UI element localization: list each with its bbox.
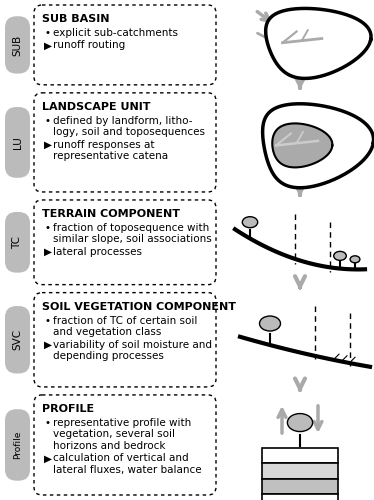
Polygon shape bbox=[266, 8, 371, 78]
Text: logy, soil and toposequences: logy, soil and toposequences bbox=[53, 128, 205, 138]
Bar bbox=[262, 448, 338, 464]
Text: ▶: ▶ bbox=[44, 340, 52, 349]
Text: fraction of TC of certain soil: fraction of TC of certain soil bbox=[53, 316, 197, 326]
Text: variability of soil moisture and: variability of soil moisture and bbox=[53, 340, 212, 349]
Bar bbox=[262, 479, 338, 494]
Text: •: • bbox=[44, 316, 50, 326]
Text: depending processes: depending processes bbox=[53, 351, 164, 361]
Text: TERRAIN COMPONENT: TERRAIN COMPONENT bbox=[42, 209, 180, 219]
Ellipse shape bbox=[350, 256, 360, 263]
Text: PROFILE: PROFILE bbox=[42, 404, 94, 414]
Text: •: • bbox=[44, 223, 50, 233]
FancyBboxPatch shape bbox=[34, 292, 216, 387]
Text: defined by landform, litho-: defined by landform, litho- bbox=[53, 116, 193, 126]
Ellipse shape bbox=[260, 316, 280, 331]
FancyBboxPatch shape bbox=[34, 5, 216, 85]
Ellipse shape bbox=[242, 216, 258, 228]
Polygon shape bbox=[272, 124, 332, 168]
FancyBboxPatch shape bbox=[34, 93, 216, 192]
Text: and vegetation class: and vegetation class bbox=[53, 327, 161, 337]
Text: lateral fluxes, water balance: lateral fluxes, water balance bbox=[53, 465, 202, 475]
Text: ▶: ▶ bbox=[44, 140, 52, 150]
Text: horizons and bedrock: horizons and bedrock bbox=[53, 441, 166, 451]
Text: LANDSCAPE UNIT: LANDSCAPE UNIT bbox=[42, 102, 150, 112]
Text: ▶: ▶ bbox=[44, 40, 52, 50]
Ellipse shape bbox=[334, 252, 346, 260]
Text: TC: TC bbox=[12, 236, 22, 249]
FancyBboxPatch shape bbox=[34, 200, 216, 284]
FancyBboxPatch shape bbox=[5, 306, 30, 374]
FancyBboxPatch shape bbox=[5, 107, 30, 178]
Text: •: • bbox=[44, 418, 50, 428]
Text: similar slope, soil associations: similar slope, soil associations bbox=[53, 234, 212, 244]
Text: ▶: ▶ bbox=[44, 454, 52, 464]
Text: SUB: SUB bbox=[12, 34, 22, 56]
Text: SOIL VEGETATION COMPONENT: SOIL VEGETATION COMPONENT bbox=[42, 302, 236, 312]
Text: SVC: SVC bbox=[12, 329, 22, 350]
Text: ▶: ▶ bbox=[44, 247, 52, 257]
Text: runoff responses at: runoff responses at bbox=[53, 140, 154, 150]
FancyBboxPatch shape bbox=[5, 16, 30, 74]
Text: •: • bbox=[44, 28, 50, 38]
Text: representative profile with: representative profile with bbox=[53, 418, 191, 428]
Text: SUB BASIN: SUB BASIN bbox=[42, 14, 110, 24]
Text: •: • bbox=[44, 116, 50, 126]
Ellipse shape bbox=[287, 414, 313, 432]
FancyBboxPatch shape bbox=[5, 409, 30, 480]
Text: explicit sub-catchments: explicit sub-catchments bbox=[53, 28, 178, 38]
Text: representative catena: representative catena bbox=[53, 152, 168, 162]
FancyBboxPatch shape bbox=[34, 395, 216, 495]
Text: vegetation, several soil: vegetation, several soil bbox=[53, 430, 175, 440]
Text: calculation of vertical and: calculation of vertical and bbox=[53, 454, 188, 464]
Text: Profile: Profile bbox=[13, 431, 22, 459]
Bar bbox=[262, 494, 338, 500]
FancyBboxPatch shape bbox=[5, 212, 30, 272]
Text: runoff routing: runoff routing bbox=[53, 40, 125, 50]
Polygon shape bbox=[263, 104, 374, 188]
Text: LU: LU bbox=[12, 136, 22, 149]
Bar bbox=[262, 464, 338, 479]
Text: fraction of toposequence with: fraction of toposequence with bbox=[53, 223, 209, 233]
Text: lateral processes: lateral processes bbox=[53, 247, 142, 257]
